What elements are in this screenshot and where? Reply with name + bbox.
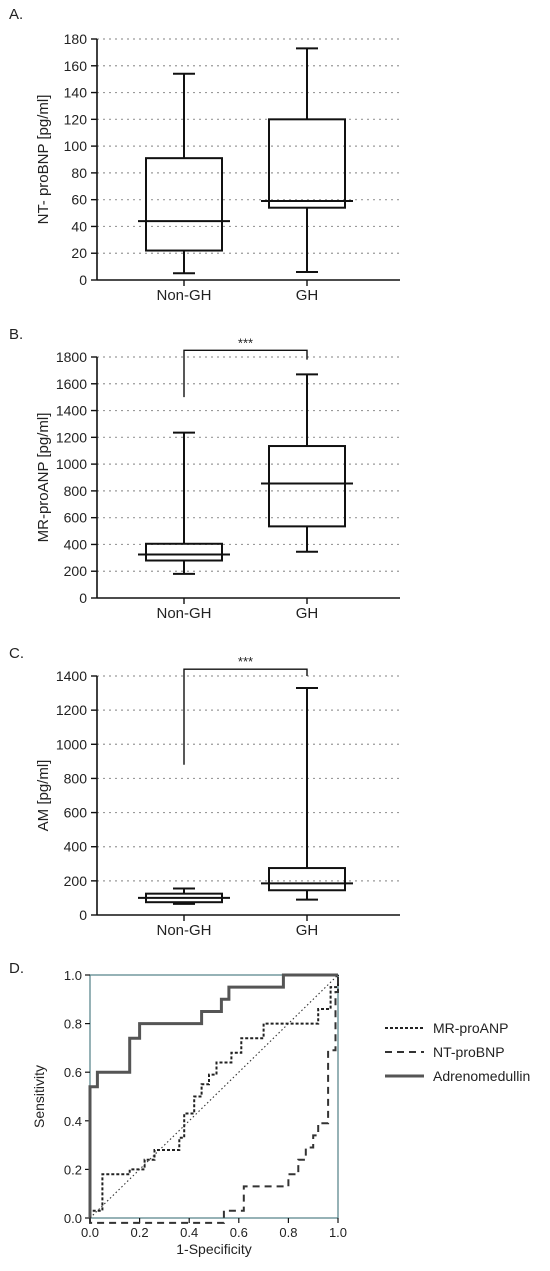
roc-line-reference	[89, 974, 339, 1219]
y-tick-label: 180	[64, 31, 88, 47]
box-iqr	[145, 157, 223, 252]
panel-d-roc: D. 0.0 0.2 0.4 0.6 0.8 1.0 0.0 0.2 0.4 0.6 0.8 1.0 1-…	[9, 960, 530, 1257]
box-gh	[261, 47, 353, 273]
box-non-gh	[138, 887, 230, 905]
x-tick-label: 0.4	[180, 1225, 198, 1240]
box-gh	[261, 373, 353, 553]
y-axis-label: NT- proBNP [pg/ml]	[35, 95, 52, 225]
y-tick-label: 0.8	[64, 1017, 82, 1032]
y-tick-label: 1000	[56, 456, 87, 472]
y-axis-label: AM [pg/ml]	[35, 760, 52, 832]
panel-label: D.	[9, 960, 24, 977]
y-tick-label: 100	[64, 138, 88, 154]
x-category-label: GH	[296, 287, 319, 304]
roc-line-adrenomedullin	[88, 973, 338, 1218]
y-tick-label: 0.2	[64, 1162, 82, 1177]
x-tick-label: 1.0	[329, 1225, 347, 1240]
y-tick-label: 0.0	[64, 1211, 82, 1226]
y-tick-label: 0	[79, 272, 87, 288]
roc-line-mr-proanp	[89, 975, 339, 1218]
y-tick-label: 80	[71, 165, 87, 181]
box-iqr	[268, 118, 346, 209]
box-iqr	[268, 867, 346, 892]
significance-bracket	[183, 668, 308, 765]
y-tick-label: 200	[64, 873, 88, 889]
y-tick-label: 1600	[56, 376, 87, 392]
y-tick-label: 1800	[56, 349, 87, 365]
panel-label: A.	[9, 6, 23, 23]
y-tick-label: 1400	[56, 403, 87, 419]
x-category-label: Non-GH	[156, 922, 211, 939]
y-tick-label: 1.0	[64, 968, 82, 983]
legend-label: MR-proANP	[433, 1020, 508, 1036]
y-tick-label: 60	[71, 192, 87, 208]
box-non-gh	[138, 72, 230, 275]
significance-label: ***	[238, 654, 253, 669]
panel-a: A. 0 20 40 60 80 100 120 140 160 180 NT- proBNP [pg…	[9, 6, 400, 304]
x-tick-label: 0.6	[230, 1225, 248, 1240]
y-tick-label: 800	[64, 770, 88, 786]
y-tick-label: 200	[64, 563, 88, 579]
y-tick-label: 20	[71, 245, 87, 261]
y-tick-label: 400	[64, 536, 88, 552]
x-axis-label: 1-Specificity	[176, 1241, 251, 1257]
roc-line-nt-probnp	[89, 975, 339, 1224]
panel-b: B. 0 200 400 600 800 1000 1200 1400 1600 1800 MR-pr…	[9, 326, 400, 622]
y-tick-label: 40	[71, 218, 87, 234]
box-iqr	[268, 445, 346, 528]
y-tick-label: 0.4	[64, 1114, 82, 1129]
y-axis-label: MR-proANP [pg/ml]	[35, 413, 52, 543]
significance-label: ***	[238, 335, 253, 350]
x-category-label: GH	[296, 605, 319, 622]
x-tick-label: 0.2	[131, 1225, 149, 1240]
significance-bracket	[183, 349, 308, 398]
y-tick-label: 800	[64, 483, 88, 499]
y-tick-label: 120	[64, 111, 88, 127]
y-tick-label: 600	[64, 510, 88, 526]
box-gh	[261, 686, 353, 901]
panel-label: C.	[9, 645, 24, 662]
y-tick-label: 1200	[56, 702, 87, 718]
y-tick-label: 400	[64, 839, 88, 855]
y-tick-label: 0	[79, 590, 87, 606]
y-tick-label: 0	[79, 907, 87, 923]
x-category-label: GH	[296, 922, 319, 939]
y-tick-label: 140	[64, 85, 88, 101]
x-tick-label: 0.0	[81, 1225, 99, 1240]
x-tick-label: 0.8	[279, 1225, 297, 1240]
panel-c: C. 0 200 400 600 800 1000 1200 1400 AM [pg/ml] Non…	[9, 645, 400, 939]
panel-label: B.	[9, 326, 23, 343]
y-tick-label: 160	[64, 58, 88, 74]
y-tick-label: 1000	[56, 736, 87, 752]
y-tick-label: 1200	[56, 429, 87, 445]
legend-label: NT-proBNP	[433, 1044, 505, 1060]
y-tick-label: 0.6	[64, 1065, 82, 1080]
x-category-label: Non-GH	[156, 605, 211, 622]
box-iqr	[145, 542, 223, 562]
box-non-gh	[138, 431, 230, 575]
y-axis-label: Sensitivity	[31, 1065, 47, 1128]
y-tick-label: 600	[64, 805, 88, 821]
y-tick-label: 1400	[56, 668, 87, 684]
legend-label: Adrenomedullin	[433, 1068, 530, 1084]
x-category-label: Non-GH	[156, 287, 211, 304]
